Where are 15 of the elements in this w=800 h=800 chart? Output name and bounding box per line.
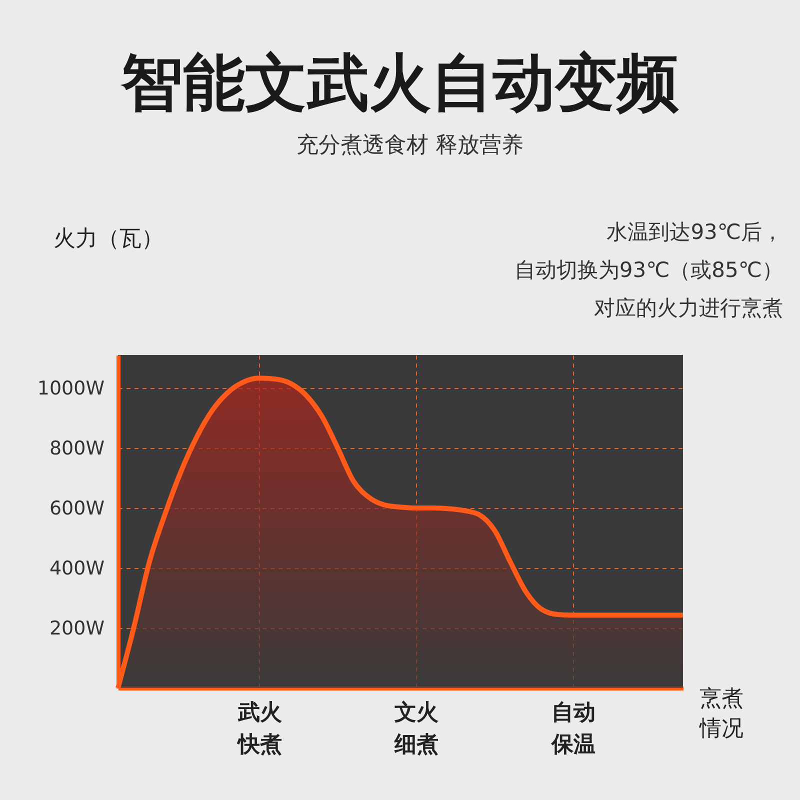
x-tick-label: 文火细煮: [394, 700, 440, 758]
text: 水温到达93℃后，: [606, 220, 783, 244]
x-axis-title: 烹煮情况: [698, 686, 744, 742]
x-tick-label: 自动保温: [550, 700, 596, 758]
y-tick-label: 200W: [49, 618, 105, 640]
text: 对应的火力进行烹煮: [594, 296, 783, 320]
chart-title: 智能文武火自动变频: [120, 46, 679, 119]
y-tick-label: 600W: [49, 498, 105, 520]
text: 自动切换为93℃（或85℃）: [514, 258, 783, 282]
y-tick-label: 1000W: [37, 378, 105, 400]
x-tick-label: 武火快煮: [236, 700, 283, 758]
chart-subtitle: 充分煮透食材 释放营养: [296, 133, 524, 158]
y-tick-label: 800W: [49, 438, 105, 460]
y-tick-label: 400W: [49, 558, 105, 580]
y-axis-title: 火力（瓦）: [54, 226, 164, 252]
